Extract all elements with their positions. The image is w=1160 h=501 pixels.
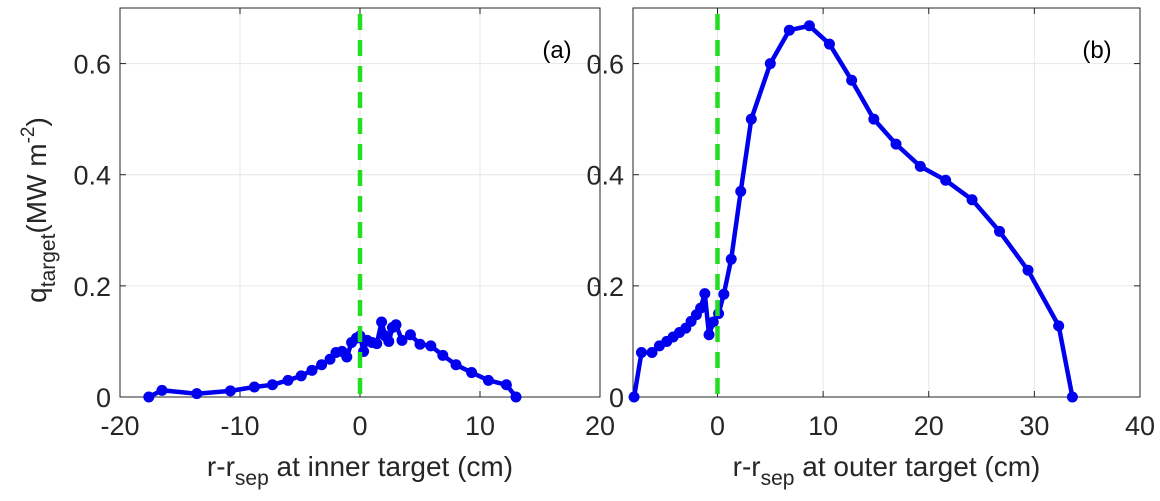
panel-a-data-point [191,388,203,400]
panel-b-frame [632,7,1141,398]
panel-a-data-point [266,379,278,391]
panel-b-x-tick-label: 0 [710,411,725,441]
panel-b-y-tick-label: 0.4 [586,161,624,191]
panel-a-data-point [143,391,155,403]
panel-b-data-point [966,194,978,206]
y-axis-label-unit: (MW m [21,143,52,233]
panel-a-x-label-sub: sep [235,467,269,490]
y-axis-label-main: q [21,287,52,303]
panel-a-x-tick-label: 0 [352,411,367,441]
panel-b-data-point [646,347,658,359]
panel-b-data-point [1053,320,1065,332]
panel-a-data-point [248,381,260,393]
y-axis-label-unit-end: ) [21,117,52,126]
panel-b-data-point [628,391,640,403]
panel-b-data-point [1022,264,1034,276]
panel-a-data-point [437,349,449,361]
panel-b-data-point [707,316,719,328]
panel-a-ticks: -20 -10 0 10 20 0 0.2 0.4 0.6 [73,8,615,441]
panel-a-data-point [390,319,402,331]
panel-b-data-point [823,38,835,50]
panel-b-data-point [868,113,880,125]
panel-b-y-tick-label: 0.2 [586,272,624,302]
panel-a-data-point [466,367,478,379]
panel-b-data-point [745,113,757,125]
panel-a-data-point [450,359,462,371]
panel-b-x-tick-label: 40 [1125,411,1155,441]
panel-a-data-point [316,359,328,371]
panel-b-data-point [703,329,715,341]
panel-a-y-tick-label: 0.2 [73,272,111,302]
panel-b-label: (b) [1082,37,1111,64]
y-axis-label: qtarget(MW m-2) [18,117,60,303]
panel-a-data-point [282,374,294,386]
panel-a-label: (a) [542,37,571,64]
panel-a-x-axis-label: r-rsep at inner target (cm) [207,451,513,490]
panel-a-data-point [376,316,388,328]
panel-b-data-point [940,174,952,186]
panel-b-data-point [635,347,647,359]
panel-b-y-tick-label: 0 [609,383,624,413]
panel-a-data-point [306,364,318,376]
panel-b-y-tick-label: 0.6 [586,50,624,80]
panel-a-data-point [425,340,437,352]
panel-a-data-point [341,351,353,363]
panel-b-data-point [699,288,711,300]
panel-b-ticks: 0 10 20 30 40 0 0.2 0.4 0.6 [586,8,1155,441]
panel-b-data-point [695,302,707,314]
panel-b-x-label-sub: sep [761,467,795,490]
panel-b-x-label-rest: at outer target (cm) [794,451,1040,482]
panel-a-y-tick-label: 0.4 [73,161,111,191]
panel-b-data-point [764,58,776,70]
panel-a-data-point [510,391,522,403]
panel-b: 0 10 20 30 40 0 0.2 0.4 0.6 (b) r-rsep at outer … [586,7,1155,490]
panel-a-data-point [396,334,408,346]
panel-a-data-point [414,338,426,350]
panel-a-data-point [295,370,307,382]
panel-a-y-tick-label: 0 [96,383,111,413]
panel-b-x-tick-label: 20 [914,411,944,441]
y-axis-label-sup: -2 [18,126,39,143]
panel-b-data-point [803,20,815,32]
panel-b-data-point [914,160,926,172]
panel-a-data-point [383,335,395,347]
panel-a-data-point [224,385,236,397]
panel-b-x-label-main: r-r [733,451,761,482]
panel-b-x-tick-label: 30 [1019,411,1049,441]
panel-a: -20 -10 0 10 20 0 0.2 0.4 0.6 (a) r-rsep at inne… [73,7,615,490]
panel-b-data-point [725,253,737,265]
panel-b-data-point [1066,391,1078,403]
panel-a-data-point [482,374,494,386]
panel-a-series [143,316,522,403]
panel-a-data-point [156,384,168,396]
panel-b-data-point [718,288,730,300]
panel-b-data-point [735,185,747,197]
panel-a-y-tick-label: 0.6 [73,50,111,80]
panel-b-x-tick-label: 10 [808,411,838,441]
panel-b-data-point [994,225,1006,237]
panel-a-x-tick-label: -10 [220,411,259,441]
panel-a-x-tick-label: -20 [100,411,139,441]
panel-b-data-point [783,24,795,36]
panel-b-data-point [846,74,858,86]
panel-a-data-point [404,329,416,341]
panel-a-x-label-main: r-r [207,451,235,482]
y-axis-label-sub: target [37,233,60,287]
panel-a-x-label-rest: at inner target (cm) [269,451,513,482]
panel-a-x-tick-label: 20 [585,411,615,441]
panel-b-series [628,20,1078,403]
panel-b-data-point [890,138,902,150]
panel-a-data-point [500,379,512,391]
panel-a-x-tick-label: 10 [465,411,495,441]
panel-b-x-axis-label: r-rsep at outer target (cm) [733,451,1041,490]
panel-a-data-point [371,338,383,350]
